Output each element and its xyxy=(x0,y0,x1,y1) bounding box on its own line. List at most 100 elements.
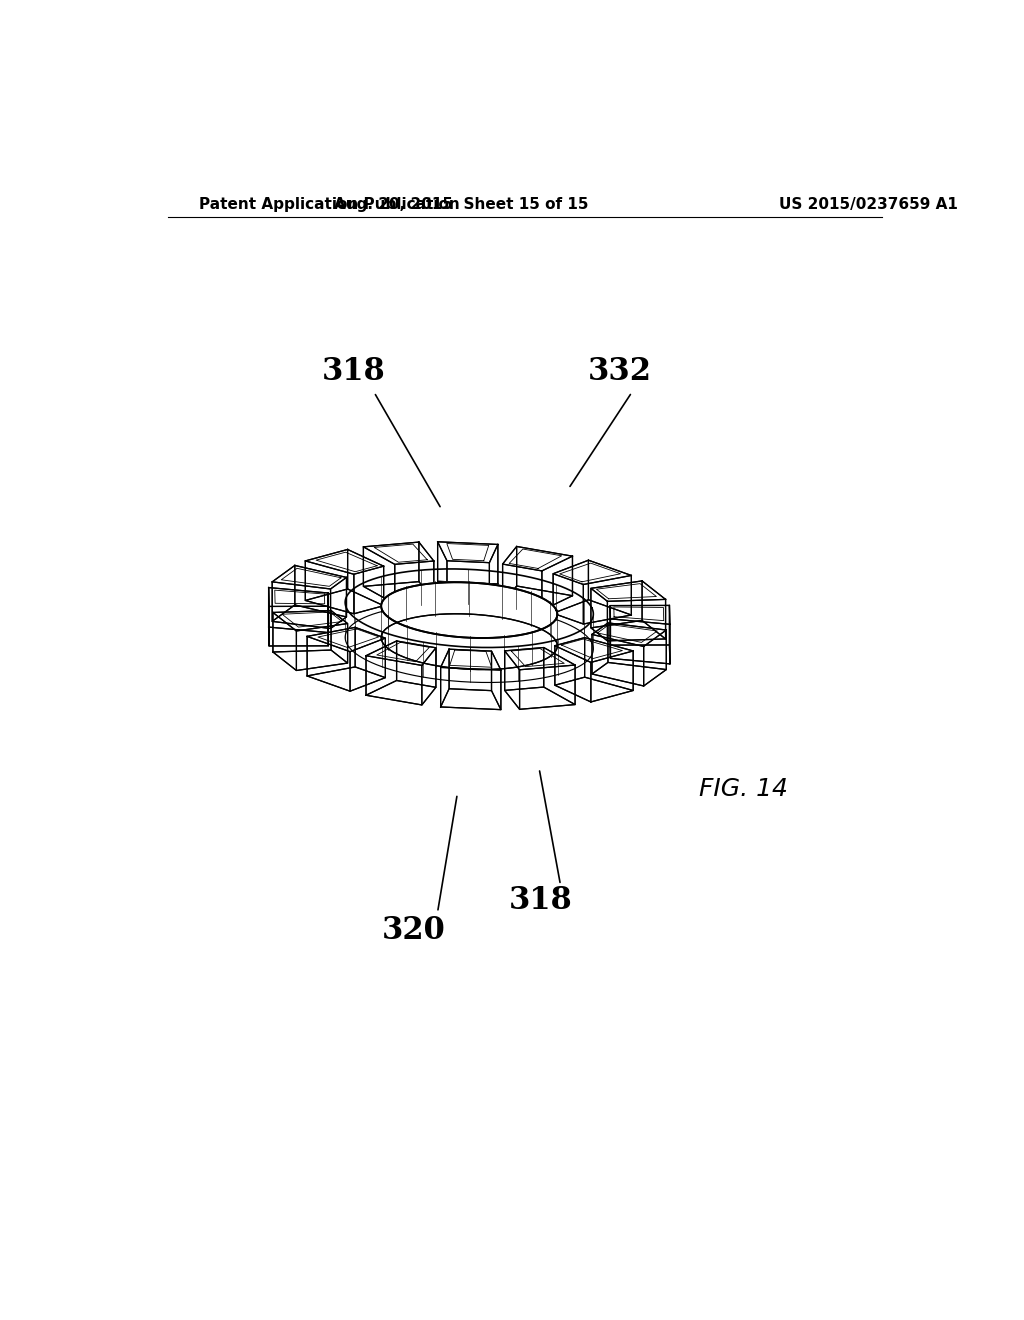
Text: FIG. 14: FIG. 14 xyxy=(699,776,788,800)
Polygon shape xyxy=(354,566,384,614)
Polygon shape xyxy=(503,546,572,572)
Polygon shape xyxy=(273,649,347,671)
Text: US 2015/0237659 A1: US 2015/0237659 A1 xyxy=(778,197,957,211)
Polygon shape xyxy=(447,561,489,602)
Polygon shape xyxy=(610,606,670,645)
Polygon shape xyxy=(381,582,557,638)
Polygon shape xyxy=(555,677,633,702)
Polygon shape xyxy=(544,648,575,705)
Polygon shape xyxy=(610,645,670,664)
Polygon shape xyxy=(517,546,572,595)
Polygon shape xyxy=(592,663,667,686)
Polygon shape xyxy=(503,546,517,603)
Polygon shape xyxy=(553,599,632,624)
Polygon shape xyxy=(305,589,384,614)
Polygon shape xyxy=(519,665,575,709)
Polygon shape xyxy=(584,576,632,624)
Polygon shape xyxy=(592,635,644,686)
Polygon shape xyxy=(591,620,666,642)
Polygon shape xyxy=(364,543,434,565)
Polygon shape xyxy=(608,623,667,669)
Polygon shape xyxy=(419,543,434,601)
Text: 318: 318 xyxy=(323,356,386,387)
Polygon shape xyxy=(364,546,395,603)
Polygon shape xyxy=(355,627,385,677)
Polygon shape xyxy=(364,582,434,603)
Polygon shape xyxy=(505,648,544,690)
Polygon shape xyxy=(366,642,436,665)
Polygon shape xyxy=(305,549,384,574)
Polygon shape xyxy=(492,651,501,710)
Polygon shape xyxy=(642,581,666,639)
Polygon shape xyxy=(437,541,498,583)
Polygon shape xyxy=(592,623,608,675)
Polygon shape xyxy=(307,627,385,652)
Polygon shape xyxy=(331,577,346,628)
Polygon shape xyxy=(273,612,296,671)
Polygon shape xyxy=(305,549,347,601)
Polygon shape xyxy=(489,544,498,602)
Polygon shape xyxy=(591,581,642,628)
Polygon shape xyxy=(505,651,519,709)
Polygon shape xyxy=(272,565,295,622)
Polygon shape xyxy=(440,649,501,671)
Polygon shape xyxy=(347,549,384,606)
Polygon shape xyxy=(585,638,633,690)
Polygon shape xyxy=(364,543,419,586)
Text: 318: 318 xyxy=(509,884,572,916)
Polygon shape xyxy=(450,649,492,690)
Polygon shape xyxy=(366,656,422,705)
Polygon shape xyxy=(268,627,329,645)
Polygon shape xyxy=(295,565,346,616)
Polygon shape xyxy=(307,636,350,692)
Polygon shape xyxy=(269,606,329,645)
Text: Patent Application Publication: Patent Application Publication xyxy=(200,197,460,211)
Polygon shape xyxy=(437,541,498,562)
Polygon shape xyxy=(440,689,501,710)
Polygon shape xyxy=(307,667,385,692)
Polygon shape xyxy=(555,638,585,685)
Polygon shape xyxy=(610,606,670,624)
Polygon shape xyxy=(555,645,591,702)
Polygon shape xyxy=(350,638,385,692)
Polygon shape xyxy=(505,648,575,669)
Polygon shape xyxy=(589,560,632,615)
Text: 332: 332 xyxy=(588,356,652,387)
Polygon shape xyxy=(553,560,589,614)
Polygon shape xyxy=(607,599,666,642)
Polygon shape xyxy=(553,574,584,624)
Polygon shape xyxy=(591,651,633,702)
Polygon shape xyxy=(503,586,572,610)
Polygon shape xyxy=(395,561,434,603)
Polygon shape xyxy=(272,605,346,628)
Polygon shape xyxy=(272,565,346,589)
Polygon shape xyxy=(542,556,572,610)
Polygon shape xyxy=(505,688,575,709)
Text: Aug. 20, 2015  Sheet 15 of 15: Aug. 20, 2015 Sheet 15 of 15 xyxy=(334,197,589,211)
Polygon shape xyxy=(331,611,347,663)
Polygon shape xyxy=(555,638,633,663)
Polygon shape xyxy=(591,581,666,602)
Polygon shape xyxy=(440,668,501,710)
Polygon shape xyxy=(437,541,447,601)
Polygon shape xyxy=(273,611,331,652)
Polygon shape xyxy=(440,649,450,708)
Polygon shape xyxy=(553,560,632,585)
Polygon shape xyxy=(268,587,329,606)
Polygon shape xyxy=(296,623,347,671)
Polygon shape xyxy=(272,582,331,628)
Polygon shape xyxy=(273,611,347,631)
Polygon shape xyxy=(396,642,436,688)
Polygon shape xyxy=(366,642,396,696)
Polygon shape xyxy=(422,648,436,705)
Polygon shape xyxy=(307,627,355,676)
Text: 320: 320 xyxy=(382,915,445,946)
Polygon shape xyxy=(305,561,354,614)
Polygon shape xyxy=(644,630,667,686)
Polygon shape xyxy=(591,589,607,642)
Polygon shape xyxy=(592,623,667,647)
Polygon shape xyxy=(437,581,498,602)
Polygon shape xyxy=(366,681,436,705)
Polygon shape xyxy=(503,564,542,610)
Polygon shape xyxy=(610,619,670,664)
